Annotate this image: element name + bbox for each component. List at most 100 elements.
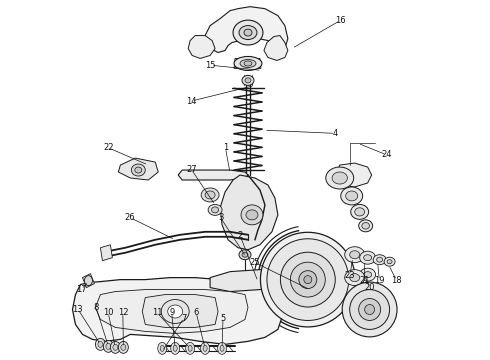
Text: 16: 16	[335, 16, 345, 25]
Ellipse shape	[200, 342, 210, 354]
Ellipse shape	[345, 191, 358, 201]
Ellipse shape	[119, 341, 128, 353]
Ellipse shape	[208, 204, 222, 215]
Text: 5: 5	[220, 314, 225, 323]
Ellipse shape	[384, 257, 395, 266]
Polygon shape	[188, 36, 215, 58]
Ellipse shape	[201, 188, 219, 202]
Ellipse shape	[233, 20, 263, 45]
Text: 20: 20	[365, 283, 375, 292]
Ellipse shape	[212, 207, 219, 213]
Ellipse shape	[342, 282, 397, 337]
Text: 27: 27	[186, 165, 196, 174]
Ellipse shape	[203, 345, 207, 351]
Ellipse shape	[160, 345, 164, 351]
Ellipse shape	[245, 78, 251, 83]
Ellipse shape	[350, 289, 390, 329]
Ellipse shape	[360, 251, 376, 264]
Ellipse shape	[355, 208, 365, 216]
Ellipse shape	[359, 298, 381, 320]
Text: 25: 25	[249, 258, 260, 267]
Ellipse shape	[121, 345, 126, 350]
Ellipse shape	[168, 305, 183, 318]
Ellipse shape	[359, 220, 372, 232]
Polygon shape	[205, 7, 288, 53]
Ellipse shape	[341, 187, 363, 205]
Ellipse shape	[299, 271, 317, 289]
Polygon shape	[96, 289, 248, 333]
Ellipse shape	[239, 26, 257, 40]
Text: 7: 7	[181, 314, 187, 323]
Ellipse shape	[205, 191, 215, 199]
Ellipse shape	[246, 210, 258, 220]
Text: 8: 8	[93, 303, 98, 312]
Ellipse shape	[161, 300, 189, 323]
Text: 11: 11	[152, 308, 162, 317]
Text: 22: 22	[103, 143, 114, 152]
Polygon shape	[142, 294, 218, 328]
Ellipse shape	[135, 167, 142, 173]
Text: 21: 21	[360, 276, 370, 285]
Polygon shape	[264, 36, 288, 60]
Ellipse shape	[261, 232, 355, 327]
Text: 4: 4	[333, 129, 338, 138]
Text: 19: 19	[374, 276, 385, 285]
Ellipse shape	[234, 57, 262, 71]
Ellipse shape	[158, 342, 167, 354]
Ellipse shape	[220, 345, 224, 351]
Ellipse shape	[362, 222, 369, 229]
Ellipse shape	[242, 252, 248, 257]
Ellipse shape	[350, 274, 360, 282]
Ellipse shape	[98, 341, 103, 347]
Ellipse shape	[171, 342, 180, 354]
Text: 6: 6	[194, 308, 199, 317]
Ellipse shape	[218, 342, 226, 354]
Ellipse shape	[106, 343, 111, 349]
Ellipse shape	[304, 276, 312, 284]
Polygon shape	[220, 175, 278, 250]
Ellipse shape	[241, 205, 263, 225]
Ellipse shape	[377, 257, 383, 262]
Ellipse shape	[345, 247, 365, 263]
Ellipse shape	[360, 268, 376, 281]
Polygon shape	[210, 270, 282, 292]
Text: 1: 1	[223, 143, 228, 152]
Ellipse shape	[244, 29, 252, 36]
Text: 24: 24	[381, 150, 392, 159]
Polygon shape	[82, 274, 95, 288]
Ellipse shape	[103, 340, 113, 352]
Ellipse shape	[332, 172, 347, 184]
Ellipse shape	[291, 262, 325, 297]
Polygon shape	[249, 58, 261, 68]
Text: 23: 23	[345, 270, 355, 279]
Ellipse shape	[186, 342, 195, 354]
Polygon shape	[100, 245, 112, 261]
Ellipse shape	[244, 61, 252, 66]
Ellipse shape	[131, 164, 145, 176]
Ellipse shape	[113, 345, 118, 350]
Ellipse shape	[373, 255, 386, 265]
Polygon shape	[234, 58, 246, 68]
Text: 12: 12	[118, 308, 128, 317]
Polygon shape	[119, 158, 158, 180]
Text: 9: 9	[169, 308, 174, 317]
Polygon shape	[336, 163, 371, 187]
Ellipse shape	[240, 59, 256, 67]
Text: 17: 17	[76, 285, 87, 294]
Ellipse shape	[242, 75, 254, 85]
Ellipse shape	[267, 239, 349, 320]
Ellipse shape	[364, 255, 371, 261]
Text: 2: 2	[238, 231, 243, 240]
Ellipse shape	[188, 345, 192, 351]
Ellipse shape	[345, 270, 365, 285]
Ellipse shape	[110, 341, 121, 353]
Text: 26: 26	[125, 213, 136, 222]
Text: 10: 10	[103, 308, 114, 317]
Text: 14: 14	[186, 96, 196, 105]
Ellipse shape	[350, 251, 360, 259]
Text: 15: 15	[205, 61, 216, 70]
Ellipse shape	[239, 250, 251, 260]
Ellipse shape	[84, 276, 93, 285]
Text: 18: 18	[391, 276, 402, 285]
Text: 3: 3	[218, 213, 223, 222]
